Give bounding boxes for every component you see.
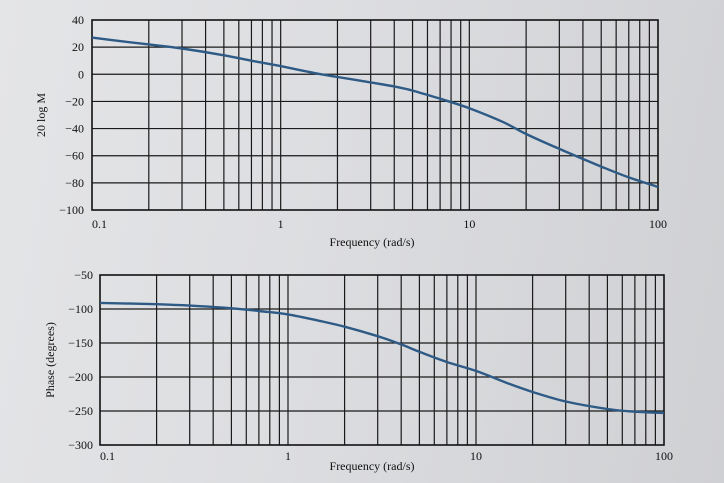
magnitude-y-tick-label: −40 — [65, 122, 84, 136]
phase-y-tick-label: −150 — [68, 336, 93, 350]
magnitude-y-tick-label: 40 — [72, 13, 84, 27]
magnitude-y-axis-label: 20 log M — [34, 93, 48, 137]
phase-x-axis-label: Frequency (rad/s) — [330, 459, 415, 473]
phase-y-tick-label: −200 — [68, 370, 93, 384]
magnitude-y-tick-label: 0 — [78, 67, 84, 81]
phase-x-tick-label: 100 — [655, 449, 673, 463]
magnitude-y-tick-label: −100 — [59, 203, 84, 217]
magnitude-y-tick-label: −80 — [65, 176, 84, 190]
magnitude-x-tick-label: 1 — [278, 217, 284, 231]
phase-y-tick-label: −250 — [68, 404, 93, 418]
magnitude-x-tick-label: 100 — [649, 217, 667, 231]
magnitude-x-axis-label: Frequency (rad/s) — [330, 235, 415, 249]
magnitude-x-tick-label: 0.1 — [92, 217, 107, 231]
magnitude-y-tick-label: −60 — [65, 149, 84, 163]
magnitude-x-tick-label: 10 — [463, 217, 475, 231]
phase-x-tick-label: 0.1 — [100, 449, 115, 463]
magnitude-y-tick-label: 20 — [72, 40, 84, 54]
magnitude-plot: 20 log M Frequency (rad/s) 40 20 0 −20 −40 −6… — [34, 13, 667, 249]
phase-x-tick-label: 1 — [285, 449, 291, 463]
phase-y-axis-label: Phase (degrees) — [43, 322, 57, 398]
phase-plot: Phase (degrees) Frequency (rad/s) −50 −10… — [43, 268, 673, 473]
phase-y-tick-label: −100 — [68, 302, 93, 316]
phase-y-tick-label: −50 — [74, 268, 93, 282]
phase-y-tick-label: −300 — [68, 438, 93, 452]
magnitude-plot-frame — [91, 19, 659, 211]
magnitude-curve — [91, 36, 659, 189]
phase-plot-frame — [99, 274, 665, 446]
magnitude-y-tick-label: −20 — [65, 94, 84, 108]
phase-curve — [99, 301, 665, 415]
phase-x-tick-label: 10 — [470, 449, 482, 463]
